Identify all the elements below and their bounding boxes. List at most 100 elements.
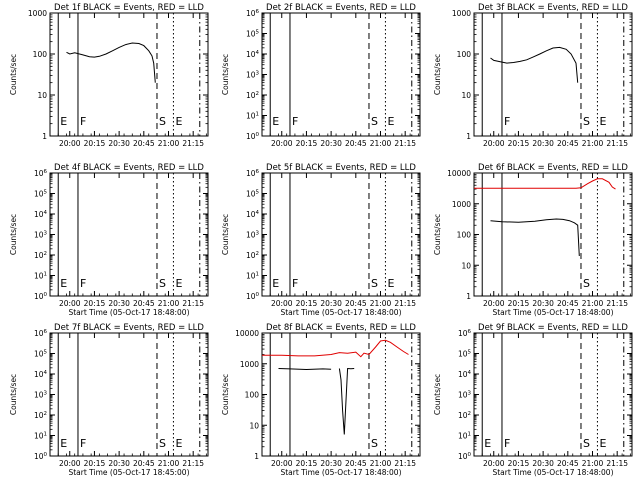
y-tick-label: 1 xyxy=(466,132,471,141)
x-tick-label: 20:45 xyxy=(557,459,579,468)
x-tick-label: 20:30 xyxy=(108,459,130,468)
y-tick-label: 100 xyxy=(33,50,48,59)
y-tick-label: 104 xyxy=(34,210,48,219)
time-marker-label: S xyxy=(159,437,166,450)
x-tick-label: 20:15 xyxy=(84,299,106,308)
x-tick-label: 20:00 xyxy=(59,139,81,148)
panel-title: Det 3f BLACK = Events, RED = LLD xyxy=(478,3,628,13)
x-tick-label: 20:45 xyxy=(557,139,579,148)
y-tick-label: 103 xyxy=(246,71,260,80)
y-axis-label: Counts/sec xyxy=(9,214,18,255)
y-tick-label: 1000 xyxy=(452,9,471,18)
detector-panel: Det 3f BLACK = Events, RED = LLD Counts/s… xyxy=(433,3,633,148)
y-tick-label: 106 xyxy=(246,169,260,178)
time-marker-label: F xyxy=(292,115,298,128)
x-tick-label: 21:00 xyxy=(370,139,392,148)
panel-title: Det 7f BLACK = Events, RED = LLD xyxy=(54,323,204,333)
y-axis-label: Counts/sec xyxy=(9,374,18,415)
y-tick-label: 102 xyxy=(34,411,47,420)
time-marker-label: S xyxy=(583,115,590,128)
y-tick-label: 106 xyxy=(246,9,260,18)
x-tick-label: 20:30 xyxy=(108,139,130,148)
y-tick-label: 104 xyxy=(246,50,260,59)
x-tick-label: 21:00 xyxy=(158,459,180,468)
x-tick-label: 20:00 xyxy=(59,459,81,468)
time-marker-label: E xyxy=(272,277,279,290)
time-marker-label: E xyxy=(387,115,394,128)
x-axis-label: Start Time (05-Oct-17 18:45:00) xyxy=(68,468,189,477)
plot-frame xyxy=(261,12,421,137)
y-tick-label: 105 xyxy=(246,30,260,39)
plot-frame xyxy=(261,172,421,297)
plot-frame xyxy=(49,332,209,457)
y-tick-label: 101 xyxy=(34,272,47,281)
y-tick-label: 100 xyxy=(457,231,472,240)
x-tick-label: 21:15 xyxy=(606,459,628,468)
series-line xyxy=(262,339,409,358)
y-tick-label: 104 xyxy=(34,370,48,379)
detector-panel: Det 4f BLACK = Events, RED = LLD Counts/s… xyxy=(9,163,209,317)
x-tick-label: 20:30 xyxy=(532,139,554,148)
x-tick-label: 20:30 xyxy=(108,299,130,308)
y-tick-label: 102 xyxy=(246,91,259,100)
x-tick-label: 21:00 xyxy=(582,459,604,468)
y-tick-label: 101 xyxy=(246,112,259,121)
y-tick-label: 100 xyxy=(246,132,260,141)
detector-panel: Det 8f BLACK = Events, RED = LLD Counts/s… xyxy=(221,323,421,477)
y-tick-label: 1000 xyxy=(240,360,259,369)
series-line xyxy=(278,368,332,371)
detector-panel: Det 5f BLACK = Events, RED = LLD Counts/s… xyxy=(221,163,421,317)
detector-panel: Det 2f BLACK = Events, RED = LLD Counts/s… xyxy=(221,3,421,148)
x-tick-label: 20:15 xyxy=(296,299,318,308)
series-line xyxy=(474,178,616,190)
detector-panel: Det 1f BLACK = Events, RED = LLD Counts/s… xyxy=(9,3,209,148)
series-line xyxy=(66,42,156,83)
x-tick-label: 20:00 xyxy=(483,139,505,148)
x-tick-label: 20:30 xyxy=(320,139,342,148)
time-marker-label: F xyxy=(80,277,86,290)
panel-title: Det 4f BLACK = Events, RED = LLD xyxy=(54,163,204,173)
x-tick-label: 20:00 xyxy=(483,299,505,308)
time-marker-label: E xyxy=(599,437,606,450)
y-axis-label: Counts/sec xyxy=(221,374,230,415)
x-tick-label: 20:45 xyxy=(557,299,579,308)
panel-title: Det 1f BLACK = Events, RED = LLD xyxy=(54,3,204,13)
x-tick-label: 20:00 xyxy=(271,299,293,308)
detector-panel: Det 6f BLACK = Events, RED = LLD Counts/s… xyxy=(433,163,633,317)
time-marker-label: E xyxy=(599,115,606,128)
plot-frame xyxy=(473,172,633,297)
series-line xyxy=(338,367,355,435)
y-tick-label: 101 xyxy=(458,432,471,441)
y-axis-label: Counts/sec xyxy=(9,54,18,95)
x-axis-label: Start Time (05-Oct-17 18:48:00) xyxy=(280,308,401,317)
x-tick-label: 20:00 xyxy=(271,459,293,468)
x-tick-label: 20:15 xyxy=(508,459,530,468)
panel-title: Det 5f BLACK = Events, RED = LLD xyxy=(266,163,416,173)
y-axis-label: Counts/sec xyxy=(433,214,442,255)
y-tick-label: 104 xyxy=(458,370,472,379)
x-axis-label: Start Time (05-Oct-17 18:48:00) xyxy=(492,468,613,477)
y-axis-label: Counts/sec xyxy=(221,214,230,255)
x-axis-label: Start Time (05-Oct-17 18:48:00) xyxy=(280,468,401,477)
y-tick-label: 100 xyxy=(34,452,48,461)
x-tick-label: 21:00 xyxy=(158,139,180,148)
x-tick-label: 21:00 xyxy=(158,299,180,308)
x-axis-label: Start Time (05-Oct-17 18:48:00) xyxy=(68,308,189,317)
time-marker-label: E xyxy=(484,437,491,450)
x-tick-label: 20:30 xyxy=(320,459,342,468)
plot-frame xyxy=(49,12,209,137)
y-tick-label: 102 xyxy=(246,251,259,260)
time-marker-label: S xyxy=(159,115,166,128)
time-marker-label: E xyxy=(60,437,67,450)
x-tick-label: 21:15 xyxy=(182,459,204,468)
x-tick-label: 21:00 xyxy=(582,299,604,308)
x-tick-label: 21:15 xyxy=(606,299,628,308)
x-tick-label: 21:00 xyxy=(370,299,392,308)
detector-panel: Det 9f BLACK = Events, RED = LLD Counts/s… xyxy=(433,323,633,477)
time-marker-label: F xyxy=(504,115,510,128)
y-tick-label: 100 xyxy=(458,452,472,461)
time-marker-label: F xyxy=(504,437,510,450)
time-marker-label: F xyxy=(292,277,298,290)
x-axis-label: Start Time (05-Oct-17 18:48:00) xyxy=(492,308,613,317)
time-marker-label: F xyxy=(80,437,86,450)
